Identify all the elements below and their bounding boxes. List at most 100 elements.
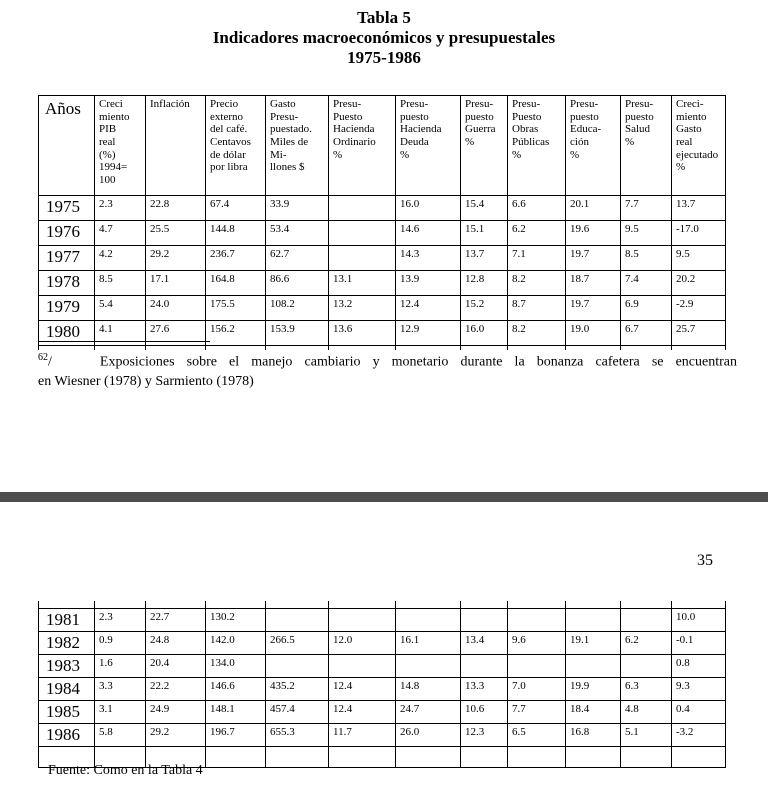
table-cell: 12.3: [460, 723, 508, 747]
table-cell: [565, 608, 621, 632]
table-row-1975: 1975 2.3 22.8 67.4 33.9 16.0 15.4 6.6 20.1 7.7 13.…: [38, 195, 726, 221]
year-cell-1981: 1981: [38, 608, 95, 632]
table-cell: 7.0: [507, 677, 566, 701]
table-cell: [620, 654, 672, 678]
table-cell: 13.7: [671, 195, 726, 221]
table-cell: 8.2: [507, 320, 566, 346]
empty-cell: [395, 746, 461, 768]
column-header-8: Presu- Puesto Obras Públicas %: [507, 95, 566, 196]
year-cell-1975: 1975: [38, 195, 95, 221]
table-cell: 12.9: [395, 320, 461, 346]
table-cell: 7.7: [507, 700, 566, 724]
table-row-1981: 1981 2.3 22.7 130.2 10.0: [38, 608, 726, 632]
table-cell: 20.1: [565, 195, 621, 221]
title-line-3: 1975-1986: [347, 48, 421, 67]
empty-cell: [265, 746, 329, 768]
table-row-1980: 1980 4.1 27.6 156.2 153.9 13.6 12.9 16.0 8.2 19.0…: [38, 320, 726, 346]
stub-cell: [507, 601, 566, 609]
table-cell: 6.5: [507, 723, 566, 747]
year-cell-1976: 1976: [38, 220, 95, 246]
table-cell: 134.0: [205, 654, 266, 678]
table-cell: 0.4: [671, 700, 726, 724]
table-cell: 19.7: [565, 245, 621, 271]
table-cell: [395, 654, 461, 678]
table-cell: 266.5: [265, 631, 329, 655]
table-cell: 3.1: [94, 700, 146, 724]
footnote-text-line-1: Exposiciones sobre el manejo cambiario y…: [99, 354, 737, 370]
table-cell: 14.8: [395, 677, 461, 701]
table-cell: 17.1: [145, 270, 206, 296]
empty-cell: [565, 746, 621, 768]
table-cell: 15.1: [460, 220, 508, 246]
table-cell: 62.7: [265, 245, 329, 271]
table-row-1983: 1983 1.6 20.4 134.0 0.8: [38, 654, 726, 678]
table-cell: 7.7: [620, 195, 672, 221]
table-cell: 19.1: [565, 631, 621, 655]
table-cell: 25.7: [671, 320, 726, 346]
stub-cell: [265, 601, 329, 609]
table-cell: [620, 608, 672, 632]
table-cell: 13.4: [460, 631, 508, 655]
table-cell: 18.4: [565, 700, 621, 724]
table-row-1986: 1986 5.8 29.2 196.7 655.3 11.7 26.0 12.3 6.5 16.8…: [38, 723, 726, 747]
table-cell: 33.9: [265, 195, 329, 221]
table-cell: 3.3: [94, 677, 146, 701]
table-cell: 6.3: [620, 677, 672, 701]
table-cell: 7.1: [507, 245, 566, 271]
table-cell: 4.2: [94, 245, 146, 271]
table-cell: [565, 654, 621, 678]
table-cell: 146.6: [205, 677, 266, 701]
table-cell: 24.9: [145, 700, 206, 724]
table-cell: 29.2: [145, 245, 206, 271]
table-cell: 156.2: [205, 320, 266, 346]
table-cell: 1.6: [94, 654, 146, 678]
stub-cell: [38, 601, 95, 609]
table-cell: 108.2: [265, 295, 329, 321]
table-cell: 4.7: [94, 220, 146, 246]
footnote-line-2: en Wiesner (1978) y Sarmiento (1978): [38, 373, 254, 389]
year-cell-1984: 1984: [38, 677, 95, 701]
table-cell: 16.0: [395, 195, 461, 221]
table-cell: 22.8: [145, 195, 206, 221]
table-cell: 22.2: [145, 677, 206, 701]
table-cell: 19.7: [565, 295, 621, 321]
table-cell: 13.7: [460, 245, 508, 271]
footnote-slash: /: [48, 354, 52, 370]
stub-cell: [145, 601, 206, 609]
table-cell: 13.9: [395, 270, 461, 296]
table-cell: [328, 195, 396, 221]
table-cell: 8.5: [620, 245, 672, 271]
table-cell: 10.0: [671, 608, 726, 632]
table-cell: 20.4: [145, 654, 206, 678]
table-cell: 16.0: [460, 320, 508, 346]
table-cell: 148.1: [205, 700, 266, 724]
footnote-line-1: 62/ Exposiciones sobre el manejo cambiari…: [38, 348, 737, 372]
stub-cell: [395, 601, 461, 609]
table-cell: 0.8: [671, 654, 726, 678]
table-cell: 14.3: [395, 245, 461, 271]
table-cell: [328, 245, 396, 271]
table-cell: 11.7: [328, 723, 396, 747]
table-cell: 20.2: [671, 270, 726, 296]
year-cell-1983: 1983: [38, 654, 95, 678]
year-cell-1986: 1986: [38, 723, 95, 747]
year-cell-1978: 1978: [38, 270, 95, 296]
table-cell: 175.5: [205, 295, 266, 321]
page-number: 35: [697, 552, 713, 569]
table-cell: 19.0: [565, 320, 621, 346]
table-cell: 144.8: [205, 220, 266, 246]
table-cell: 7.4: [620, 270, 672, 296]
table-cell: 4.8: [620, 700, 672, 724]
table-row-1979: 1979 5.4 24.0 175.5 108.2 13.2 12.4 15.2 8.7 19.7…: [38, 295, 726, 321]
page-break-divider: [0, 492, 768, 502]
column-header-2: Inflación: [145, 95, 206, 196]
table-cell: 6.2: [620, 631, 672, 655]
table-cell: 236.7: [205, 245, 266, 271]
table-row-1982: 1982 0.9 24.8 142.0 266.5 12.0 16.1 13.4 9.6 19.1…: [38, 631, 726, 655]
table-cell: 13.2: [328, 295, 396, 321]
table-cell: 5.1: [620, 723, 672, 747]
empty-cell: [205, 746, 266, 768]
table-cell: 2.3: [94, 608, 146, 632]
table-cell: 19.9: [565, 677, 621, 701]
table-cell: 13.1: [328, 270, 396, 296]
